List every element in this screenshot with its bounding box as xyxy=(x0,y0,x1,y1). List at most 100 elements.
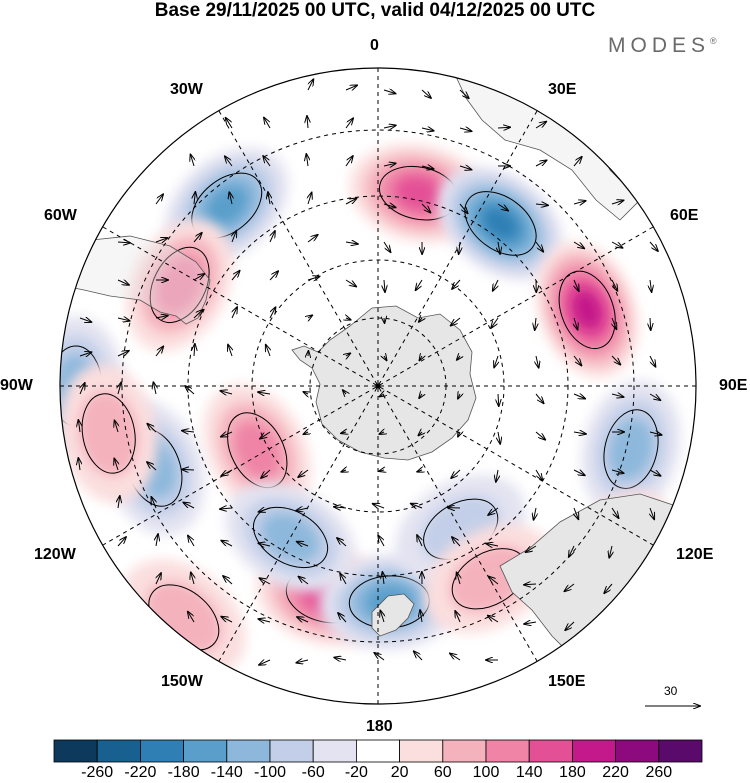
wind-vector xyxy=(193,310,203,319)
wind-vector xyxy=(380,611,384,623)
anomaly-pos-70e xyxy=(536,242,639,378)
colorbar-swatch xyxy=(528,739,573,763)
wind-vector xyxy=(297,617,309,622)
wind-vector xyxy=(269,307,276,319)
colorbar-swatch xyxy=(226,739,271,763)
wind-vector xyxy=(564,583,575,591)
colorbar-swatch xyxy=(615,739,660,763)
wind-vector xyxy=(156,534,158,547)
wind-vector xyxy=(604,583,613,593)
colorbar-tick-label: -100 xyxy=(253,764,287,781)
wind-vector xyxy=(193,233,202,243)
wind-vector xyxy=(573,157,582,167)
wind-vector xyxy=(296,508,309,511)
wind-vector xyxy=(384,356,387,360)
wind-vector xyxy=(155,316,168,318)
wind-vector xyxy=(574,317,578,329)
wind-vector xyxy=(299,577,309,585)
wind-vector xyxy=(421,203,430,213)
map-boundary xyxy=(59,67,697,705)
wind-vector xyxy=(151,497,156,509)
wind-vector xyxy=(304,432,308,434)
wind-vector xyxy=(264,118,271,129)
wind-vector xyxy=(345,242,358,244)
wind-vector xyxy=(79,352,91,356)
wind-vector xyxy=(421,89,431,98)
wind-vector xyxy=(296,660,309,663)
wind-vector xyxy=(307,116,308,129)
wind-vector xyxy=(459,203,468,213)
wind-vector xyxy=(524,584,537,585)
wind-vector xyxy=(611,279,617,291)
wind-vector xyxy=(118,382,121,395)
wind-vector xyxy=(458,394,460,399)
label-lon-60e: 60E xyxy=(670,207,699,224)
wind-vector xyxy=(297,542,309,546)
wind-vector xyxy=(338,613,347,623)
wind-vector xyxy=(269,271,278,281)
wind-vector xyxy=(343,390,346,394)
label-lon-60w: 60W xyxy=(44,207,77,224)
wind-vector xyxy=(298,469,309,477)
wind-vector xyxy=(341,432,346,433)
label-lon-30e: 30E xyxy=(548,81,577,98)
wind-vector xyxy=(498,241,500,254)
wind-vector xyxy=(497,127,510,128)
wind-vector xyxy=(155,346,163,357)
wind-vector xyxy=(232,231,236,243)
anomaly-neg-30w-high-level xyxy=(205,185,249,226)
wind-vector xyxy=(220,391,233,394)
wind-vector xyxy=(117,537,126,547)
wind-vector xyxy=(117,280,129,285)
label-lon-90w: 90W xyxy=(0,377,33,394)
wind-vector xyxy=(421,128,434,131)
wind-vector xyxy=(420,610,422,623)
wind-vector xyxy=(451,469,461,478)
wind-vector xyxy=(419,394,422,398)
wind-vector xyxy=(459,128,472,131)
wind-vector xyxy=(226,118,233,129)
wind-vector xyxy=(574,507,578,519)
colorbar-swatch xyxy=(183,739,228,763)
wind-vector xyxy=(270,231,275,243)
wind-vector xyxy=(225,156,233,167)
colorbar-tick-label: -20 xyxy=(344,764,368,781)
wind-vector xyxy=(261,469,271,478)
wind-vector xyxy=(379,432,384,434)
colorbar-tick-label: -180 xyxy=(167,764,200,781)
wind-vector xyxy=(182,469,195,470)
wind-vector xyxy=(535,431,545,440)
wind-vector xyxy=(334,507,347,508)
reference-vector-label: 30 xyxy=(664,684,678,698)
wind-vector xyxy=(191,572,194,585)
anomaly-pos-100w-streamline xyxy=(81,393,136,474)
wind-vector xyxy=(536,355,539,368)
wind-vector xyxy=(346,353,350,356)
wind-vector xyxy=(650,279,652,292)
wind-vector xyxy=(459,241,460,254)
wind-vector xyxy=(573,394,585,399)
wind-vector xyxy=(221,541,233,547)
wind-vector xyxy=(534,507,536,520)
colorbar-swatch xyxy=(355,739,400,763)
wind-vector xyxy=(383,163,396,166)
wind-vector xyxy=(459,166,471,170)
colorbar-swatch xyxy=(442,739,487,763)
wind-vector xyxy=(650,507,654,519)
wind-vector xyxy=(307,276,319,280)
wind-vector xyxy=(526,545,537,552)
wind-vector xyxy=(193,274,204,281)
wind-vector xyxy=(524,622,537,624)
anomaly-neg-150w xyxy=(225,483,356,592)
wind-vector xyxy=(416,279,423,290)
wind-vector xyxy=(494,355,498,367)
wind-vector xyxy=(340,574,347,585)
wind-vector xyxy=(345,156,353,167)
wind-vector xyxy=(220,508,233,509)
wind-vector xyxy=(182,431,195,432)
wind-vector xyxy=(307,235,318,243)
colorbar xyxy=(53,739,703,763)
colorbar-tick-label: -260 xyxy=(81,764,114,781)
wind-vector xyxy=(612,317,616,329)
